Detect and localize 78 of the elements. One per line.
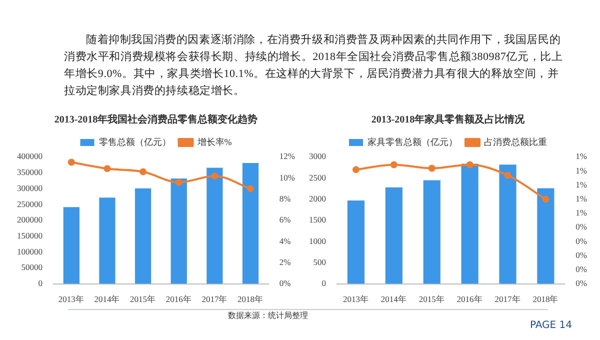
y-tick-label: 100000 [17, 246, 42, 256]
legend-label: 零售总额（亿元） [98, 136, 171, 147]
chart-title: 2013-2018年我国社会消费品零售总额变化趋势 [54, 114, 258, 126]
y2-tick-label: 0% [576, 222, 588, 232]
bar [170, 178, 187, 284]
y-tick-label: 2500 [309, 172, 326, 182]
y-tick-label: 200000 [17, 214, 42, 225]
bar [134, 188, 152, 284]
legend-label: 占消费总额比重 [484, 136, 547, 147]
y-tick-label: 1500 [309, 214, 326, 225]
point [175, 178, 182, 186]
x-tick-label: 2015年 [130, 294, 156, 304]
source-note: 数据来源：统计局整理 [228, 310, 308, 321]
y2-tick-label: 1% [576, 165, 588, 176]
y-tick-label: 400000 [17, 151, 42, 162]
x-tick-label: 2018年 [532, 294, 559, 304]
point [68, 158, 75, 166]
y2-tick-label: 0% [576, 264, 588, 274]
text: 随着抑制我国消费的因素逐渐消除，在消费升级和消费普及两种因素的共同作用下，我国居民的消费水平和消费规模将会获得长期、持续的增长。2018年全国社会消费品零售总额380987亿元，比上年增长9.0%。其中，家具类增长10.1%。在这样的大背景下，居民消费潜力具有很大的释放空间，并拉动定制家具消费的持续稳定增长。 [64, 32, 564, 99]
y-tick-label: 0 [38, 278, 42, 288]
bar [499, 164, 516, 284]
x-tick-label: 2013年 [342, 294, 369, 304]
bar [385, 187, 402, 284]
bar [63, 207, 80, 284]
legend-label: 家具零售总额（亿元） [368, 136, 458, 147]
y-tick-label: 150000 [17, 230, 42, 240]
x-tick-label: 2017年 [202, 294, 228, 304]
x-tick-label: 2014年 [94, 294, 120, 304]
bar [537, 188, 554, 284]
x-tick-label: 2013年 [58, 294, 84, 304]
y2-tick-label: 0% [279, 278, 291, 288]
y2-tick-label: 2% [279, 256, 291, 267]
point [390, 161, 398, 168]
y2-tick-label: 4% [279, 236, 291, 246]
y-tick-label: 250000 [17, 198, 42, 209]
point [211, 172, 218, 180]
y2-tick-label: 6% [279, 214, 291, 225]
bar [347, 200, 365, 284]
y-tick-label: 300000 [17, 182, 42, 193]
text: PAGE 14 [530, 320, 572, 331]
point [140, 168, 147, 176]
y2-tick-label: 10% [279, 172, 296, 182]
point [352, 166, 360, 174]
bar [423, 180, 440, 284]
y2-tick-label: 1% [576, 151, 588, 162]
y-tick-label: 3000 [309, 151, 326, 162]
point [428, 164, 436, 172]
y-tick-label: 1000 [309, 236, 326, 246]
x-tick-label: 2018年 [238, 294, 264, 304]
y-tick-label: 50000 [21, 262, 42, 272]
point [542, 196, 550, 203]
x-tick-label: 2014年 [380, 294, 407, 304]
y-tick-label: 2000 [309, 194, 326, 204]
legend-label: 增长率% [196, 136, 232, 147]
y2-tick-label: 8% [279, 194, 291, 204]
point [247, 185, 254, 192]
y2-tick-label: 1% [576, 194, 588, 204]
y-tick-label: 350000 [17, 167, 42, 178]
x-tick-label: 2016年 [166, 294, 192, 304]
y-tick-label: 0 [322, 278, 326, 288]
x-tick-label: 2015年 [418, 294, 445, 304]
x-tick-label: 2016年 [456, 294, 483, 304]
bar [461, 164, 478, 284]
y-tick-label: 500 [313, 256, 326, 267]
bar [99, 198, 116, 284]
y2-tick-label: 1% [576, 208, 588, 218]
point [504, 172, 512, 179]
y2-tick-label: 12% [279, 151, 296, 162]
bar [242, 163, 259, 284]
y2-tick-label: 0% [576, 278, 588, 288]
y2-tick-label: 0% [576, 250, 588, 260]
point [466, 161, 474, 168]
y2-tick-label: 0% [576, 236, 588, 246]
y2-tick-label: 1% [576, 179, 588, 190]
x-tick-label: 2017年 [494, 294, 521, 304]
bar [206, 168, 223, 284]
chart-title: 2013-2018年家具零售额及占比情况 [371, 114, 526, 126]
point [104, 165, 111, 172]
